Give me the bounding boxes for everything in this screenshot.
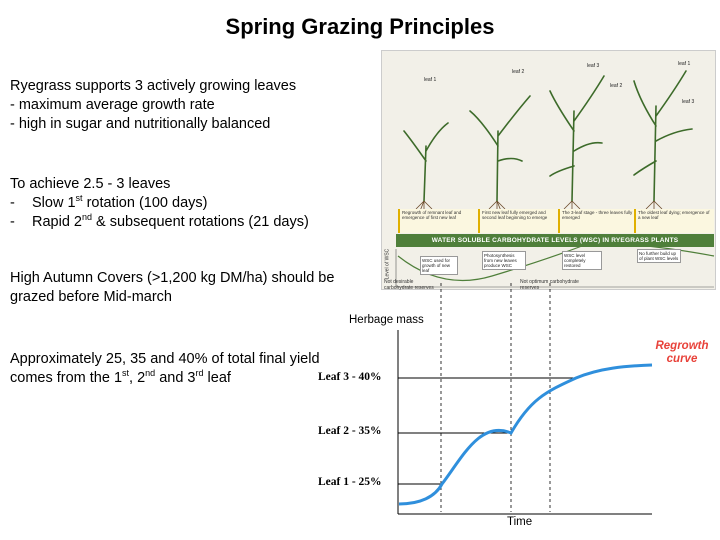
text-fragment: & subsequent rotations (21 days) [92,214,309,230]
leaf-label: leaf 2 [512,69,525,75]
plant-illustrations [395,70,715,288]
ryegrass-growth-diagram: leaf 1 leaf 2 leaf 3 leaf 1 leaf 2 leaf … [381,50,716,290]
autumn-covers-paragraph: High Autumn Covers (>1,200 kg DM/ha) sho… [10,269,334,307]
leaf-label: leaf 3 [587,63,600,69]
yield-paragraph: Approximately 25, 35 and 40% of total fi… [10,350,320,388]
leaf2-label: Leaf 2 - 35% [318,425,382,437]
leaves-target-paragraph: To achieve 2.5 - 3 leaves - Slow 1st rota… [10,175,309,232]
text-line: - high in sugar and nutritionally balanc… [10,116,271,132]
wsc-axis-label: Level of WSC [384,248,391,280]
text-line: grazed before Mid-march [10,289,172,305]
stage-caption: The 3-leaf stage - three leaves fully em… [558,209,638,233]
text-fragment: and 3 [155,370,196,386]
ordinal-suffix: rd [195,368,204,379]
text-line: Approximately 25, 35 and 40% of total fi… [10,351,320,367]
bullet-dash: - [10,195,15,211]
leaf-label: leaf 2 [610,83,623,89]
ordinal-suffix: st [75,193,83,204]
regrowth-curve [398,363,653,506]
regrowth-curve-label: Regrowth curve [655,340,709,365]
ordinal-suffix: nd [145,368,156,379]
bottom-note: Not optimum carbohydrate reserves [520,279,579,291]
text-line: - maximum average growth rate [10,97,215,113]
bullet-line: - Slow 1st rotation (100 days) [10,194,309,213]
leaf1-label: Leaf 1 - 25% [318,476,382,488]
wsc-note: WSC used for growth of new leaf [420,256,458,275]
wsc-note: Photosynthesis from new leaves produce W… [482,251,526,270]
text-line: To achieve 2.5 - 3 leaves [10,176,171,192]
ordinal-suffix: nd [81,212,92,223]
leaf-label: leaf 1 [678,61,691,67]
slide-title: Spring Grazing Principles [225,14,495,39]
text-fragment: leaf [203,370,231,386]
text-fragment: comes from the 1 [10,370,123,386]
ordinal-suffix: st [122,368,130,379]
bullet-line: - Rapid 2nd & subsequent rotations (21 da… [10,213,309,232]
stage-caption: The oldest leaf dying; emergence of a ne… [634,209,714,233]
wsc-note: No further build up of plant WSC levels [637,249,681,263]
text-line: comes from the 1st, 2nd and 3rd leaf [10,369,320,388]
text-fragment: Slow 1 [32,195,76,211]
wsc-note: WSC level completely restored [562,251,602,270]
time-label: Time [507,516,533,528]
leaf3-label: Leaf 3 - 40% [318,371,382,383]
text-line: Ryegrass supports 3 actively growing lea… [10,78,297,94]
ryegrass-paragraph: Ryegrass supports 3 actively growing lea… [10,77,296,134]
bullet-dash: - [10,214,15,230]
bottom-note: Not desirable carbohydrate reserves [384,279,434,291]
wsc-heading: WATER SOLUBLE CARBOHYDRATE LEVELS (WSC) … [396,234,714,247]
leaf-label: leaf 1 [424,77,437,83]
text-fragment: Rapid 2 [32,214,82,230]
text-fragment: , 2 [129,370,146,386]
stage-caption: Regrowth of remnant leaf and emergence o… [398,209,478,233]
text-line: High Autumn Covers (>1,200 kg DM/ha) sho… [10,270,335,286]
text-fragment: rotation (100 days) [82,195,208,211]
herbage-mass-label: Herbage mass [349,314,424,326]
stage-caption: First new leaf fully emerged and second … [478,209,558,233]
leaf-label: leaf 3 [682,99,695,105]
